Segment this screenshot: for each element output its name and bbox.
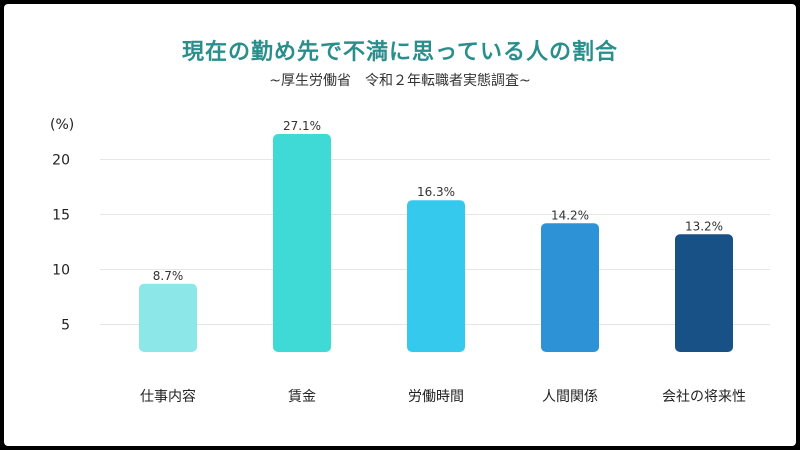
bar: [139, 283, 197, 352]
data-label: 14.2%: [551, 208, 589, 222]
bar: [541, 223, 599, 352]
y-tick-label: 5: [61, 318, 70, 334]
y-tick-label: 20: [52, 153, 70, 169]
bar: [407, 200, 465, 352]
y-tick-label: 10: [52, 263, 70, 279]
chart-frame: 現在の勤め先で不満に思っている人の割合 ~厚生労働省 令和２年転職者実態調査~ …: [4, 4, 796, 446]
x-category-label: 人間関係: [542, 389, 598, 405]
bar: [675, 234, 733, 352]
data-label: 27.1%: [283, 119, 321, 133]
x-category-label: 労働時間: [408, 389, 464, 405]
bar: [273, 134, 331, 352]
x-category-label: 仕事内容: [140, 388, 196, 405]
bar-chart: 5 10 15 20 8.7% 仕事内容 27.1% 賃金 16.3% 労働時間 14.2% 人間関…: [50, 117, 770, 405]
chart-subtitle: ~厚生労働省 令和２年転職者実態調査~: [269, 73, 531, 89]
y-axis-unit: (%): [50, 117, 74, 133]
data-label: 13.2%: [685, 219, 723, 233]
x-category-label: 会社の将来性: [662, 389, 746, 405]
data-label: 16.3%: [417, 185, 455, 199]
chart-title: 現在の勤め先で不満に思っている人の割合: [182, 40, 618, 65]
y-tick-label: 15: [52, 208, 70, 224]
x-category-label: 賃金: [288, 389, 316, 405]
data-label: 8.7%: [153, 269, 184, 283]
